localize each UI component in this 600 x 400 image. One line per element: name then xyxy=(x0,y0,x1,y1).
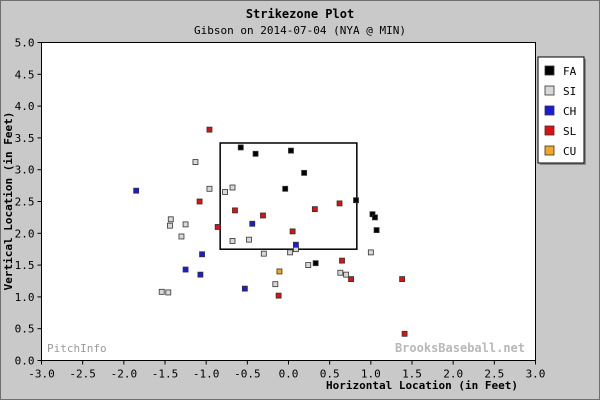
brooksbaseball-watermark: BrooksBaseball.net xyxy=(395,341,525,355)
y-tick-label: 4.0 xyxy=(15,100,35,113)
pitch-marker-sl xyxy=(289,228,296,235)
pitch-marker-sl xyxy=(401,330,408,337)
pitch-marker-sl xyxy=(348,276,354,282)
pitch-marker-ch xyxy=(293,241,299,248)
x-tick-label: 2.0 xyxy=(443,368,463,381)
y-tick-label: 1.0 xyxy=(15,291,35,304)
pitch-marker-sl xyxy=(214,224,221,230)
chart-title: Strikezone Plot xyxy=(246,7,354,21)
pitch-marker-si xyxy=(337,269,344,276)
x-tick-label: -1.5 xyxy=(152,368,179,381)
pitch-marker-si xyxy=(182,221,189,228)
pitch-marker-si xyxy=(167,222,173,229)
y-tick-label: 5.0 xyxy=(15,37,35,50)
pitch-marker-ch xyxy=(199,251,205,258)
plot-area xyxy=(41,42,536,361)
y-tick-label: 0.0 xyxy=(15,355,35,368)
legend-label-si: SI xyxy=(563,85,576,98)
x-tick-label: 1.5 xyxy=(402,368,422,381)
pitch-marker-si xyxy=(165,289,172,296)
pitch-marker-fa xyxy=(372,214,378,221)
y-tick-label: 2.5 xyxy=(15,196,35,209)
y-tick-label: 1.5 xyxy=(15,259,35,272)
x-tick-label: -0.5 xyxy=(234,368,261,381)
pitch-marker-fa xyxy=(288,147,294,154)
pitch-marker-si xyxy=(167,216,174,223)
pitch-marker-sl xyxy=(311,206,318,213)
pitch-marker-sl xyxy=(206,126,213,133)
pitch-marker-si xyxy=(178,233,185,240)
x-tick-label: 3.0 xyxy=(526,368,546,381)
pitch-marker-si xyxy=(287,249,294,256)
y-tick-label: 2.0 xyxy=(15,227,35,240)
y-axis-label: Vertical Location (in Feet) xyxy=(2,112,15,291)
pitch-marker-fa xyxy=(282,185,289,192)
pitch-marker-fa xyxy=(312,260,319,267)
chart-subtitle: Gibson on 2014-07-04 (NYA @ MIN) xyxy=(194,24,406,37)
x-tick-label: 1.0 xyxy=(361,368,381,381)
pitch-marker-si xyxy=(158,288,165,295)
x-tick-label: -1.0 xyxy=(193,368,220,381)
x-tick-label: -3.0 xyxy=(28,368,55,381)
pitchinfo-watermark: PitchInfo xyxy=(47,342,107,355)
pitch-marker-si xyxy=(229,184,236,191)
y-tick-label: 4.5 xyxy=(15,68,35,81)
pitch-marker-sl xyxy=(260,212,266,219)
pitch-marker-si xyxy=(367,249,374,256)
pitch-marker-ch xyxy=(197,271,204,278)
pitch-marker-si xyxy=(206,185,213,192)
y-tick-label: 3.0 xyxy=(15,164,35,177)
pitch-marker-sl xyxy=(336,200,343,207)
pitch-marker-sl xyxy=(232,207,238,214)
legend-swatch-sl xyxy=(544,125,555,136)
x-tick-label: 0.0 xyxy=(279,368,299,381)
pitch-marker-si xyxy=(260,250,267,257)
pitch-marker-sl xyxy=(275,292,282,299)
y-tick-label: 3.5 xyxy=(15,132,35,145)
pitch-marker-ch xyxy=(249,220,256,227)
x-axis-label: Horizontal Location (in Feet) xyxy=(326,379,518,392)
pitch-marker-sl xyxy=(196,198,203,205)
strike-zone-box xyxy=(219,142,358,250)
x-tick-label: -2.5 xyxy=(69,368,96,381)
y-tick-label: 0.5 xyxy=(15,323,35,336)
x-tick-label: 2.5 xyxy=(484,368,504,381)
pitch-marker-fa xyxy=(301,169,308,176)
pitch-marker-fa xyxy=(237,144,244,151)
legend-swatch-si xyxy=(544,85,555,96)
pitch-marker-sl xyxy=(399,276,406,282)
x-tick-label: -2.0 xyxy=(111,368,138,381)
pitch-marker-si xyxy=(222,189,229,195)
pitch-marker-si xyxy=(192,159,199,165)
pitch-marker-ch xyxy=(133,187,140,194)
legend-swatch-fa xyxy=(544,65,555,76)
pitch-marker-fa xyxy=(252,150,259,157)
pitch-marker-cu xyxy=(276,268,283,275)
legend-label-sl: SL xyxy=(563,125,577,138)
legend-label-fa: FA xyxy=(563,65,577,78)
pitch-marker-sl xyxy=(339,257,345,264)
pitch-marker-si xyxy=(305,262,312,269)
pitch-marker-fa xyxy=(353,197,359,204)
pitch-marker-ch xyxy=(241,285,248,292)
pitch-marker-si xyxy=(272,281,279,288)
pitch-marker-ch xyxy=(182,266,189,273)
legend-label-ch: CH xyxy=(563,105,576,118)
pitch-marker-si xyxy=(246,236,252,243)
legend-swatch-cu xyxy=(544,145,555,156)
pitch-marker-si xyxy=(229,238,236,244)
pitch-marker-si xyxy=(343,271,350,278)
x-tick-label: 0.5 xyxy=(320,368,340,381)
legend-swatch-ch xyxy=(544,105,555,116)
pitch-marker-fa xyxy=(373,227,380,234)
legend-label-cu: CU xyxy=(563,145,576,158)
